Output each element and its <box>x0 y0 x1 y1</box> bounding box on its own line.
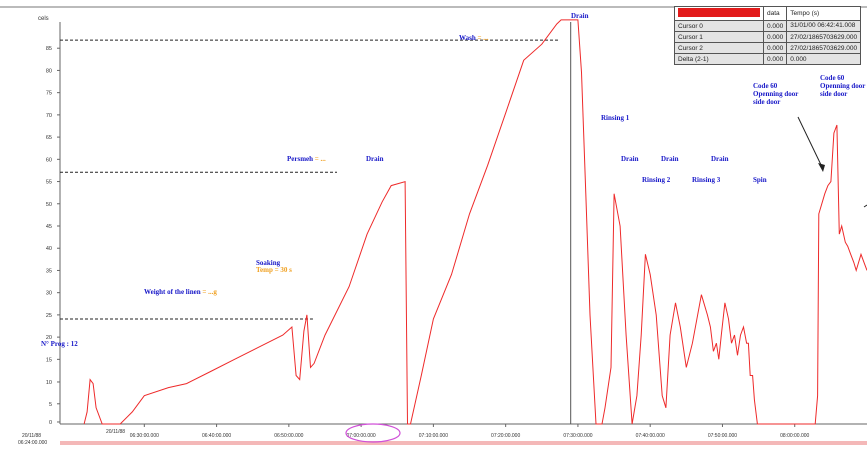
table-cell: 27/02/1865703629.000 <box>786 42 862 54</box>
annotation-rinsing-3: Rinsing 3 <box>692 176 721 184</box>
y-axis-label: cels <box>38 16 49 22</box>
annotation-drain-3: Drain <box>621 155 639 163</box>
y-tick-label: 10 <box>46 380 52 386</box>
annotation-rinsing-2: Rinsing 2 <box>642 176 671 184</box>
table-cell: 0.000 <box>762 42 788 54</box>
table-cell: Cursor 2 <box>674 42 764 54</box>
annotation-drain-4: Drain <box>661 155 679 163</box>
y-tick-label: 15 <box>46 357 52 363</box>
y-tick-label: 25 <box>46 313 52 319</box>
x-tick-label: 07:50:00.000 <box>708 433 737 439</box>
y-tick-label: 20 <box>46 335 52 341</box>
table-cell: 27/02/1865703629.000 <box>786 31 862 43</box>
y-tick-label: 65 <box>46 135 52 141</box>
y-tick-label: 50 <box>46 202 52 208</box>
table-row: Delta (2-1) 0.000 0.000 <box>674 53 862 65</box>
table-cell: 0.000 <box>786 53 862 65</box>
y-tick-label: 0 <box>49 420 52 426</box>
x-ticks: 06:30:00.000 06:40:00.000 06:50:00.000 07:0… <box>18 424 810 446</box>
table-cell: Delta (2-1) <box>674 53 764 65</box>
x-start-date-label: 20/11/88 <box>22 433 41 439</box>
annotation-spin: Spin <box>753 176 767 184</box>
table-header-cell: Tempo (s) <box>786 6 862 21</box>
annotation-drain-5: Drain <box>711 155 729 163</box>
table-header-swatch <box>674 6 764 21</box>
x-tick-label: 07:10:00.000 <box>419 433 448 439</box>
table-header-cell: data <box>762 6 788 21</box>
y-tick-label: 35 <box>46 268 52 274</box>
temperature-series-line <box>83 19 867 425</box>
table-cell: Cursor 0 <box>674 20 764 32</box>
x-axis-strip <box>60 441 867 445</box>
y-tick-label: 70 <box>46 113 52 119</box>
reference-lines <box>60 39 560 320</box>
y-ticks: 0 5 10 15 20 25 30 35 40 45 50 55 60 65 70 75 80 85 <box>46 46 60 426</box>
x-tick-label: 07:30:00.000 <box>563 433 592 439</box>
annotation-weight: Weight of the linen = ...g <box>144 288 217 296</box>
annotation-persmeh-label: Persmeh <box>287 155 314 163</box>
table-cell: 0.000 <box>762 20 788 32</box>
table-cell: 31/01/00 06:42:41.008 <box>786 20 862 32</box>
arrow-head <box>818 163 825 172</box>
y-tick-label: 85 <box>46 46 52 52</box>
x-start-time-label: 06:24:00.000 <box>18 440 47 446</box>
table-cell: 0.000 <box>762 31 788 43</box>
x-tick-label: 07:40:00.000 <box>636 433 665 439</box>
y-tick-label: 55 <box>46 180 52 186</box>
annotation-wash: Wash = ... <box>459 34 488 42</box>
table-row: Cursor 1 0.000 27/02/1865703629.000 <box>674 31 862 43</box>
annotation-rinsing-1: Rinsing 1 <box>601 114 630 122</box>
highlight-ellipse <box>345 423 401 443</box>
x-tick-label: 07:20:00.000 <box>491 433 520 439</box>
series-color-swatch <box>678 8 760 17</box>
annotation-code-60-right: Code 60 Openning door side door <box>820 74 866 98</box>
table-row: Cursor 0 0.000 31/01/00 06:42:41.008 <box>674 20 862 32</box>
series-lines <box>83 19 867 425</box>
annotation-persmeh: Persmeh = ... <box>287 155 326 163</box>
table-header: data Tempo (s) <box>674 6 862 21</box>
annotation-persmeh-value: = ... <box>314 155 326 163</box>
x-tick-label: 06:30:00.000 <box>130 433 159 439</box>
annotation-code-60-left: Code 60 Openning door side door <box>753 82 799 106</box>
x-second-date-label: 20/11/88 <box>106 429 125 435</box>
y-tick-label: 5 <box>49 402 52 408</box>
x-tick-label: 06:50:00.000 <box>274 433 303 439</box>
annotation-weight-value: = ...g <box>202 288 217 296</box>
table-cell: 0.000 <box>762 53 788 65</box>
annotation-drain-2: Drain <box>366 155 384 163</box>
y-tick-label: 30 <box>46 291 52 297</box>
annotation-arrow <box>797 116 824 170</box>
y-tick-label: 60 <box>46 157 52 163</box>
annotation-program-number: N° Prog : 12 <box>41 340 78 348</box>
annotation-wash-value: = ... <box>477 34 489 42</box>
x-tick-label: 07:00:00.000 <box>347 433 376 439</box>
table-cell: Cursor 1 <box>674 31 764 43</box>
annotation-weight-label: Weight of the linen <box>144 288 201 296</box>
table-row: Cursor 2 0.000 27/02/1865703629.000 <box>674 42 862 54</box>
y-tick-label: 40 <box>46 246 52 252</box>
annotation-soaking: Soaking <box>256 259 281 267</box>
x-tick-label: 08:00:00.000 <box>780 433 809 439</box>
x-tick-label: 06:40:00.000 <box>202 433 231 439</box>
y-tick-label: 75 <box>46 91 52 97</box>
cursor-table: data Tempo (s) Cursor 0 0.000 31/01/00 0… <box>674 6 862 65</box>
annotation-soaking-value: Temp = 30 s <box>256 266 292 274</box>
y-tick-label: 45 <box>46 224 52 230</box>
annotation-drain-1: Drain <box>571 12 589 20</box>
y-tick-label: 80 <box>46 68 52 74</box>
plot-frame <box>0 6 867 445</box>
annotation-wash-label: Wash <box>459 34 476 42</box>
